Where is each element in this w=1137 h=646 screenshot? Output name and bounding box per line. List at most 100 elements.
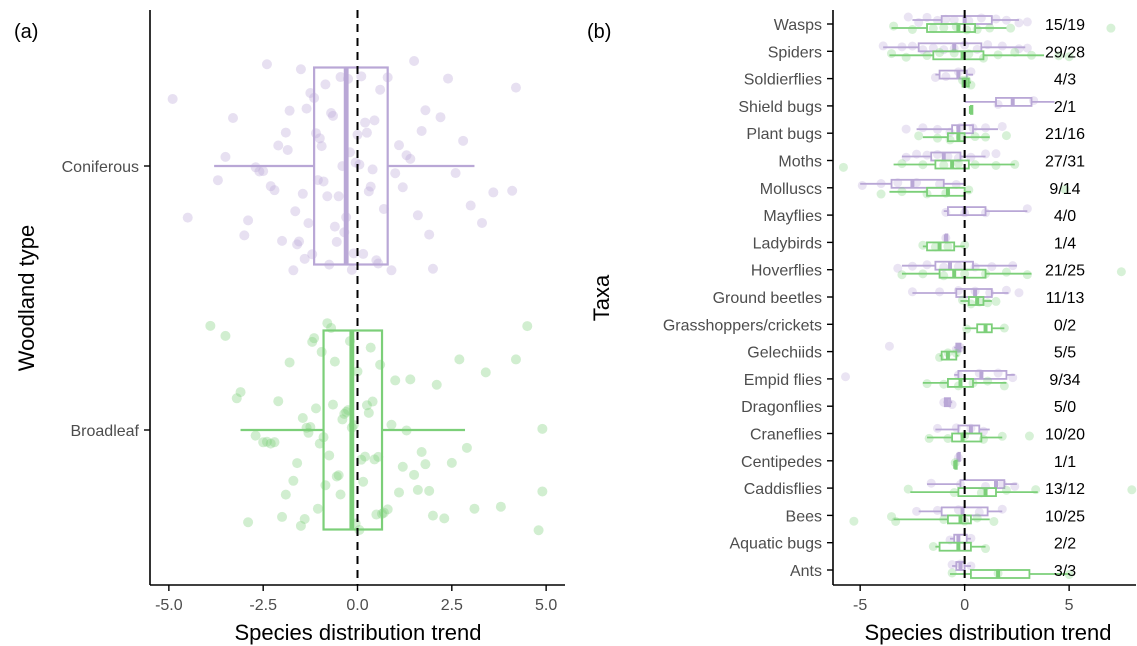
data-point <box>416 125 427 136</box>
data-point <box>273 140 284 151</box>
panel-b-count-label: 4/0 <box>1054 208 1076 225</box>
data-point <box>280 489 291 500</box>
data-point <box>914 131 924 141</box>
data-point <box>326 108 337 119</box>
data-point <box>1127 485 1137 495</box>
data-point <box>903 12 913 22</box>
data-point <box>358 248 369 259</box>
data-point <box>876 189 886 199</box>
data-point <box>390 375 401 386</box>
data-point <box>953 261 963 271</box>
data-point <box>265 181 276 192</box>
data-point <box>928 43 938 53</box>
data-point <box>333 470 344 481</box>
panel-b-x-axis-title: Species distribution trend <box>864 620 1111 645</box>
data-point <box>439 513 450 524</box>
panel-b-y-tick-label: Spiders <box>768 44 822 61</box>
data-point <box>212 175 223 186</box>
data-point <box>167 93 178 104</box>
data-point <box>897 270 907 280</box>
data-point <box>1014 288 1024 298</box>
data-point <box>258 437 269 448</box>
data-point <box>305 87 316 98</box>
data-point <box>935 179 945 189</box>
data-point <box>416 446 427 457</box>
data-point <box>997 121 1007 131</box>
panel-b-marks <box>838 10 1137 585</box>
panel-b-mayflies-coniferous-box <box>947 206 987 217</box>
data-point <box>427 510 438 521</box>
data-point <box>997 41 1007 51</box>
panel-b-hoverflies-broadleaf-box <box>938 268 987 279</box>
data-point <box>849 516 859 526</box>
data-point <box>335 72 346 83</box>
data-point <box>265 438 276 449</box>
data-point <box>884 341 894 351</box>
data-point <box>409 56 420 67</box>
data-point <box>318 176 329 187</box>
data-point <box>488 187 499 198</box>
data-point <box>972 513 982 523</box>
data-point <box>469 503 480 514</box>
data-point <box>981 123 991 133</box>
data-point <box>495 501 506 512</box>
data-point <box>401 150 412 161</box>
data-point <box>369 454 380 465</box>
data-point <box>231 393 242 404</box>
data-point <box>316 141 327 152</box>
data-point <box>991 14 1001 24</box>
panel-b-counts: 15/19 29/28 4/3 2/1 21/16 27/31 9/14 4/0 1/4 21/2… <box>1045 17 1085 580</box>
data-point <box>331 236 342 247</box>
data-point <box>314 133 325 144</box>
panel-b-count-label: 9/34 <box>1049 372 1080 389</box>
data-point <box>943 434 953 444</box>
data-point <box>932 505 942 515</box>
panel-b-y-tick-label: Aquatic bugs <box>729 536 822 553</box>
data-point <box>443 73 454 84</box>
data-point <box>311 403 321 414</box>
data-point <box>427 263 438 274</box>
data-point <box>939 23 949 33</box>
data-point <box>182 212 193 223</box>
data-point <box>335 489 346 500</box>
data-point <box>273 396 284 407</box>
panel-b-count-label: 21/25 <box>1045 263 1085 280</box>
panel-b-count-label: 21/16 <box>1045 126 1085 143</box>
data-point <box>1024 431 1034 441</box>
data-point <box>261 59 272 70</box>
data-point <box>365 181 376 192</box>
panel-b-y-tick-label: Ladybirds <box>753 235 822 252</box>
data-point <box>926 478 936 488</box>
panel-b-y-tick-label: Ground beetles <box>713 290 822 307</box>
data-point <box>322 318 333 329</box>
panel-b-x-tick-label: 0 <box>960 597 969 614</box>
data-point <box>1060 184 1070 194</box>
data-point <box>928 542 938 552</box>
panel-b-y-tick-label: Bees <box>786 508 822 525</box>
panel-b-count-label: 4/3 <box>1054 72 1076 89</box>
data-point <box>341 406 352 417</box>
data-point <box>857 180 867 190</box>
panel-b-craneflies-broadleaf-box <box>951 432 983 443</box>
data-point <box>369 115 380 126</box>
data-point <box>1022 270 1032 280</box>
data-point <box>282 144 293 155</box>
data-point <box>301 103 312 114</box>
panel-b-spiders-broadleaf-box <box>932 50 985 61</box>
panel-b-aquatic-bugs-broadleaf-box <box>938 541 972 552</box>
data-point <box>405 153 416 164</box>
data-point <box>935 48 945 58</box>
data-point <box>537 423 548 434</box>
data-point <box>390 168 401 179</box>
data-point <box>935 287 945 297</box>
data-point <box>371 255 382 266</box>
panel-b-y-tick-label: Molluscs <box>760 181 822 198</box>
data-point <box>1001 267 1011 277</box>
data-point <box>533 525 544 536</box>
data-point <box>254 166 265 177</box>
data-point <box>450 168 461 179</box>
data-point <box>537 486 548 497</box>
panel-a-marks <box>167 10 548 585</box>
data-point <box>901 124 911 134</box>
data-point <box>360 451 371 462</box>
